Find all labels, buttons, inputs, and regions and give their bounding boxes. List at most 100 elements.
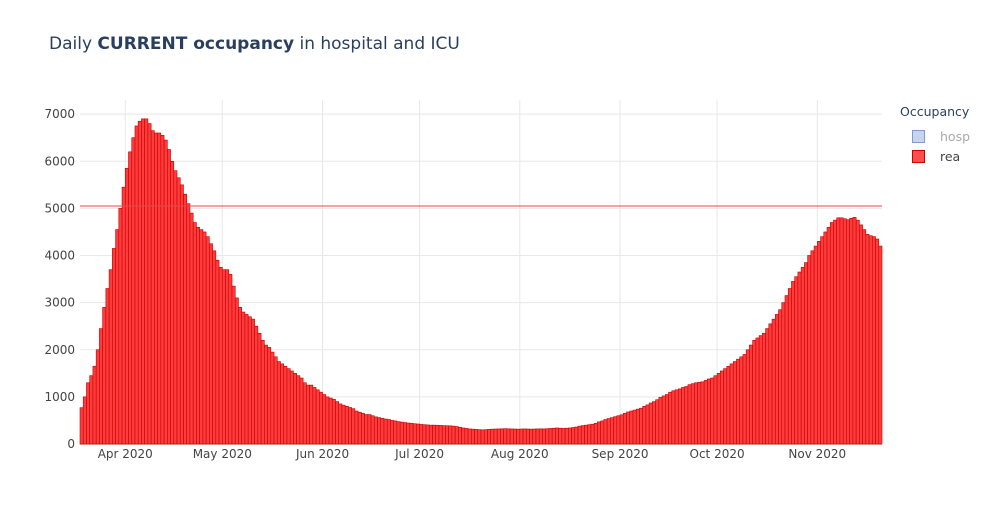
bar[interactable] bbox=[626, 411, 631, 445]
bar[interactable] bbox=[319, 391, 323, 445]
bar[interactable] bbox=[315, 389, 320, 445]
bar[interactable] bbox=[454, 426, 459, 445]
bar[interactable] bbox=[577, 425, 582, 445]
bar[interactable] bbox=[487, 429, 492, 445]
bar[interactable] bbox=[720, 370, 724, 445]
bar[interactable] bbox=[787, 288, 792, 445]
bar[interactable] bbox=[629, 410, 634, 445]
bar[interactable] bbox=[396, 421, 401, 445]
bar[interactable] bbox=[422, 424, 427, 445]
bar[interactable] bbox=[199, 229, 204, 445]
bar[interactable] bbox=[603, 419, 608, 445]
bar[interactable] bbox=[124, 168, 129, 445]
bar[interactable] bbox=[571, 427, 576, 445]
bar[interactable] bbox=[293, 373, 297, 445]
bar[interactable] bbox=[745, 349, 750, 445]
bar[interactable] bbox=[461, 427, 466, 445]
bar[interactable] bbox=[419, 424, 424, 445]
bar[interactable] bbox=[600, 420, 605, 445]
bar[interactable] bbox=[357, 411, 362, 445]
bar[interactable] bbox=[170, 160, 175, 445]
bar[interactable] bbox=[820, 236, 825, 445]
bar[interactable] bbox=[121, 186, 126, 445]
bar[interactable] bbox=[849, 217, 854, 445]
bar[interactable] bbox=[703, 380, 708, 445]
bar[interactable] bbox=[817, 241, 821, 445]
bar[interactable] bbox=[781, 302, 786, 445]
bar[interactable] bbox=[665, 394, 669, 445]
bar[interactable] bbox=[619, 414, 624, 445]
bar[interactable] bbox=[251, 318, 255, 445]
bar[interactable] bbox=[312, 387, 317, 445]
bar[interactable] bbox=[548, 428, 553, 445]
bar[interactable] bbox=[875, 238, 880, 445]
bar[interactable] bbox=[179, 184, 184, 445]
bar[interactable] bbox=[732, 361, 737, 445]
bar[interactable] bbox=[513, 428, 517, 445]
bar[interactable] bbox=[613, 416, 618, 445]
bar[interactable] bbox=[137, 120, 142, 445]
bar[interactable] bbox=[215, 259, 220, 445]
bar[interactable] bbox=[364, 414, 369, 445]
bar[interactable] bbox=[128, 151, 133, 445]
bar[interactable] bbox=[150, 130, 155, 445]
bar[interactable] bbox=[167, 149, 171, 445]
bar[interactable] bbox=[335, 401, 340, 445]
bar[interactable] bbox=[183, 193, 188, 445]
bar[interactable] bbox=[584, 424, 589, 445]
bar[interactable] bbox=[228, 274, 233, 445]
bar[interactable] bbox=[225, 269, 230, 445]
bar[interactable] bbox=[399, 421, 404, 445]
bar[interactable] bbox=[829, 222, 834, 445]
bar[interactable] bbox=[283, 365, 288, 445]
bar[interactable] bbox=[768, 323, 773, 445]
bar[interactable] bbox=[108, 269, 113, 445]
bar[interactable] bbox=[302, 382, 307, 445]
bar[interactable] bbox=[160, 135, 165, 445]
bar[interactable] bbox=[92, 365, 97, 445]
bar[interactable] bbox=[163, 139, 168, 445]
bar[interactable] bbox=[739, 356, 744, 445]
bar[interactable] bbox=[134, 125, 139, 445]
bar[interactable] bbox=[299, 377, 304, 445]
bar[interactable] bbox=[254, 325, 259, 445]
bar[interactable] bbox=[794, 276, 799, 445]
bar[interactable] bbox=[765, 328, 770, 445]
bar[interactable] bbox=[580, 425, 585, 445]
bar[interactable] bbox=[700, 381, 705, 445]
bar[interactable] bbox=[655, 399, 660, 445]
bar[interactable] bbox=[270, 351, 275, 445]
bar[interactable] bbox=[490, 428, 495, 445]
bar[interactable] bbox=[238, 307, 242, 445]
bar[interactable] bbox=[322, 394, 327, 445]
bar[interactable] bbox=[264, 344, 268, 445]
bar[interactable] bbox=[677, 388, 682, 445]
bar[interactable] bbox=[331, 398, 336, 445]
bar[interactable] bbox=[82, 396, 87, 445]
bar[interactable] bbox=[564, 427, 569, 445]
bar[interactable] bbox=[529, 428, 534, 445]
bar[interactable] bbox=[729, 363, 734, 445]
bar[interactable] bbox=[797, 271, 802, 445]
bar[interactable] bbox=[467, 428, 472, 445]
bar[interactable] bbox=[380, 418, 385, 445]
bar[interactable] bbox=[383, 418, 388, 445]
bar[interactable] bbox=[306, 384, 310, 445]
bar[interactable] bbox=[393, 420, 398, 445]
bar[interactable] bbox=[707, 378, 711, 445]
bar[interactable] bbox=[348, 407, 352, 445]
bar[interactable] bbox=[367, 414, 372, 445]
bar[interactable] bbox=[147, 123, 152, 445]
bar[interactable] bbox=[804, 262, 808, 445]
bar[interactable] bbox=[341, 404, 346, 445]
bar[interactable] bbox=[597, 421, 601, 445]
bar[interactable] bbox=[441, 425, 446, 445]
bar[interactable] bbox=[590, 423, 595, 445]
bar[interactable] bbox=[209, 243, 213, 445]
bar[interactable] bbox=[377, 417, 382, 445]
bar[interactable] bbox=[186, 203, 191, 445]
bar[interactable] bbox=[755, 337, 760, 445]
bar[interactable] bbox=[102, 307, 107, 445]
bar[interactable] bbox=[509, 428, 514, 445]
bar[interactable] bbox=[558, 427, 563, 445]
